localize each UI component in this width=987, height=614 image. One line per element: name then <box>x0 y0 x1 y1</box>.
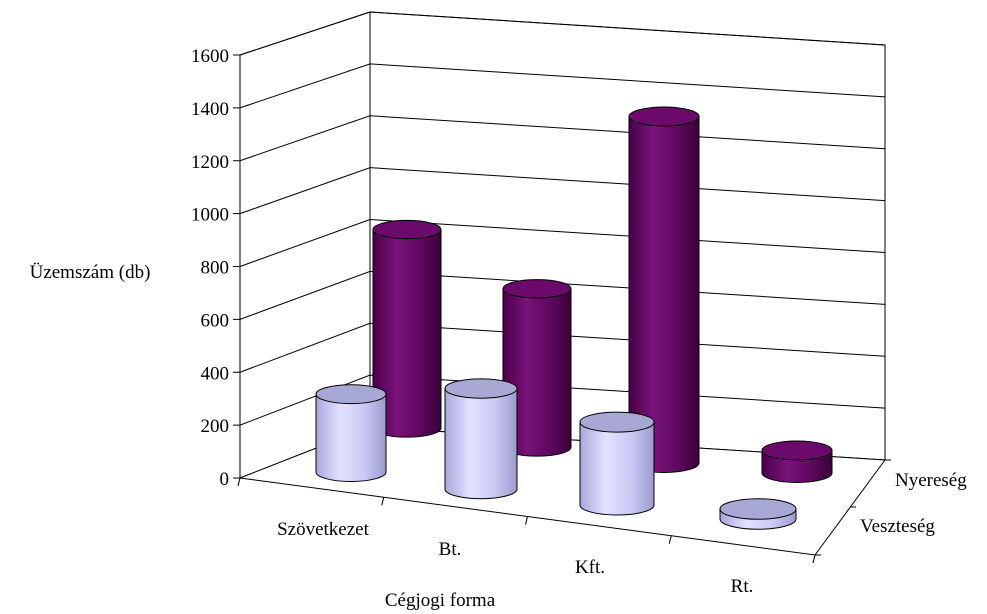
bar-body <box>444 388 518 500</box>
gridlines <box>239 11 886 426</box>
y-axis: 0 200 400 600 800 1000 1200 1400 1600 <box>191 46 241 490</box>
series-label: Nyereség <box>895 470 967 491</box>
category-label: Rt. <box>731 576 754 597</box>
floor-ticks <box>237 459 891 564</box>
bar-top <box>719 498 797 520</box>
y-axis-title: Üzemszám (db) <box>30 262 151 283</box>
bar-top <box>761 440 833 461</box>
bar-top <box>628 106 700 127</box>
bar-nyereseg <box>372 219 442 438</box>
bar-body <box>579 421 655 516</box>
x-axis-title: Cégjogi forma <box>385 590 496 611</box>
bar-top <box>444 378 518 399</box>
x-tick-mark <box>812 554 816 564</box>
x-tick-mark <box>237 477 241 487</box>
bar-top <box>579 411 655 433</box>
gridline <box>239 167 886 215</box>
gridline <box>239 322 886 373</box>
series-labels: Nyereség Veszteség <box>860 470 967 537</box>
y-tick-label: 0 <box>220 469 230 490</box>
bar-nyereseg <box>761 440 833 483</box>
y-tick-label: 200 <box>201 416 230 437</box>
series-label: Veszteség <box>860 516 935 537</box>
bar-veszteseg <box>444 378 518 500</box>
y-tick-label: 1600 <box>191 46 229 67</box>
gridline <box>239 374 886 426</box>
y-tick-label: 1000 <box>191 205 229 226</box>
y-tick-label: 800 <box>201 258 230 279</box>
gridline <box>239 11 886 56</box>
bar-top <box>372 219 442 240</box>
gridline <box>239 270 886 320</box>
y-tick-label: 1400 <box>191 99 229 120</box>
gridline <box>239 115 886 162</box>
bar-top <box>315 384 387 405</box>
bar-veszteseg <box>719 498 797 530</box>
bar-body <box>315 393 387 482</box>
gridline <box>239 63 886 109</box>
y-tick-label: 400 <box>201 363 230 384</box>
x-tick-mark <box>668 535 672 544</box>
category-label: Szövetkezet <box>277 519 370 540</box>
bar-top <box>502 279 572 299</box>
category-labels: Szövetkezet Bt. Kft. Rt. <box>277 519 753 597</box>
bar-veszteseg <box>579 411 655 516</box>
category-label: Kft. <box>575 557 605 578</box>
x-tick-mark <box>381 497 385 506</box>
x-tick-mark <box>525 516 528 525</box>
y-tick-label: 1200 <box>191 152 229 173</box>
y-tick-label: 600 <box>201 310 230 331</box>
bar-veszteseg <box>315 384 387 482</box>
gridline <box>239 218 886 267</box>
bars <box>315 106 833 530</box>
category-label: Bt. <box>439 539 462 560</box>
